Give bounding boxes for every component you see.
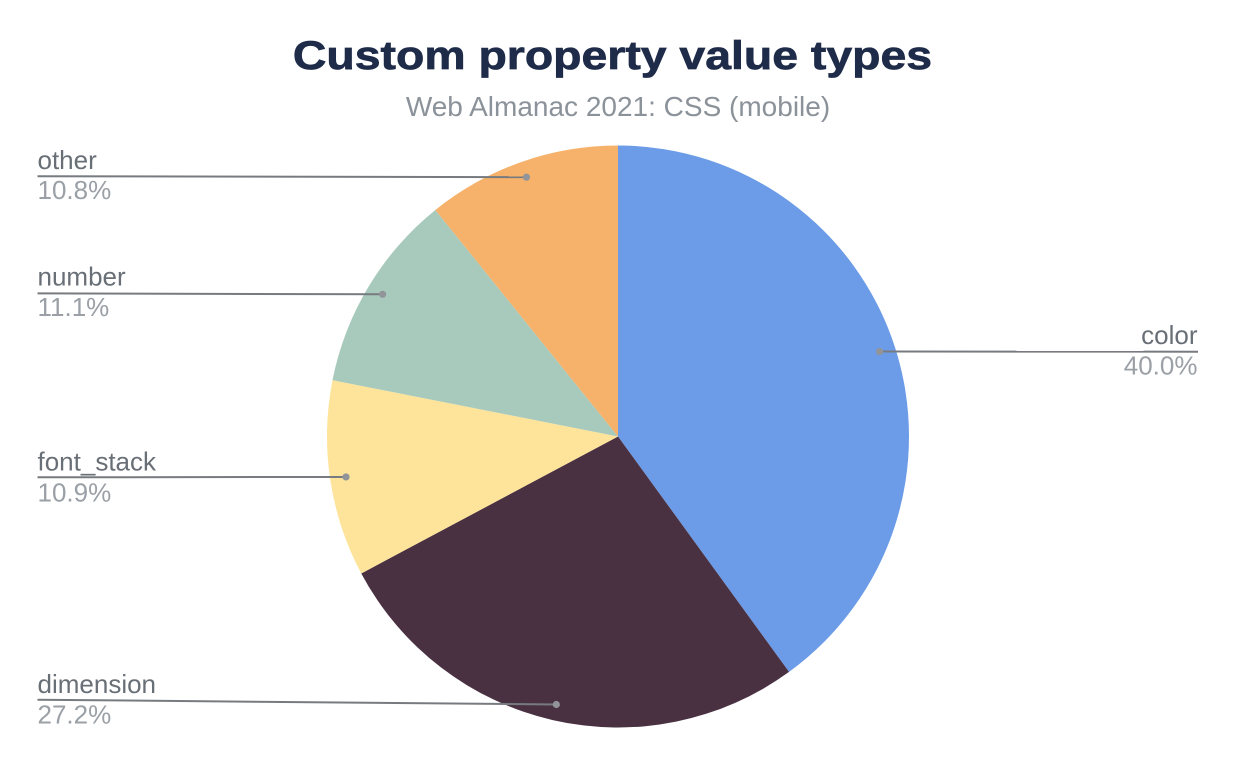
svg-text:10.8%: 10.8% (38, 175, 112, 205)
svg-text:Web Almanac 2021: CSS (mobile): Web Almanac 2021: CSS (mobile) (406, 91, 830, 122)
svg-text:dimension: dimension (38, 669, 157, 699)
svg-text:other: other (38, 145, 98, 175)
svg-text:font_stack: font_stack (38, 447, 158, 477)
svg-text:number: number (38, 261, 126, 291)
svg-text:10.9%: 10.9% (38, 477, 112, 507)
svg-text:color: color (1141, 320, 1198, 350)
svg-text:40.0%: 40.0% (1124, 350, 1198, 380)
svg-text:11.1%: 11.1% (38, 292, 110, 322)
svg-text:Custom property value types: Custom property value types (293, 34, 932, 78)
svg-text:27.2%: 27.2% (38, 700, 112, 730)
